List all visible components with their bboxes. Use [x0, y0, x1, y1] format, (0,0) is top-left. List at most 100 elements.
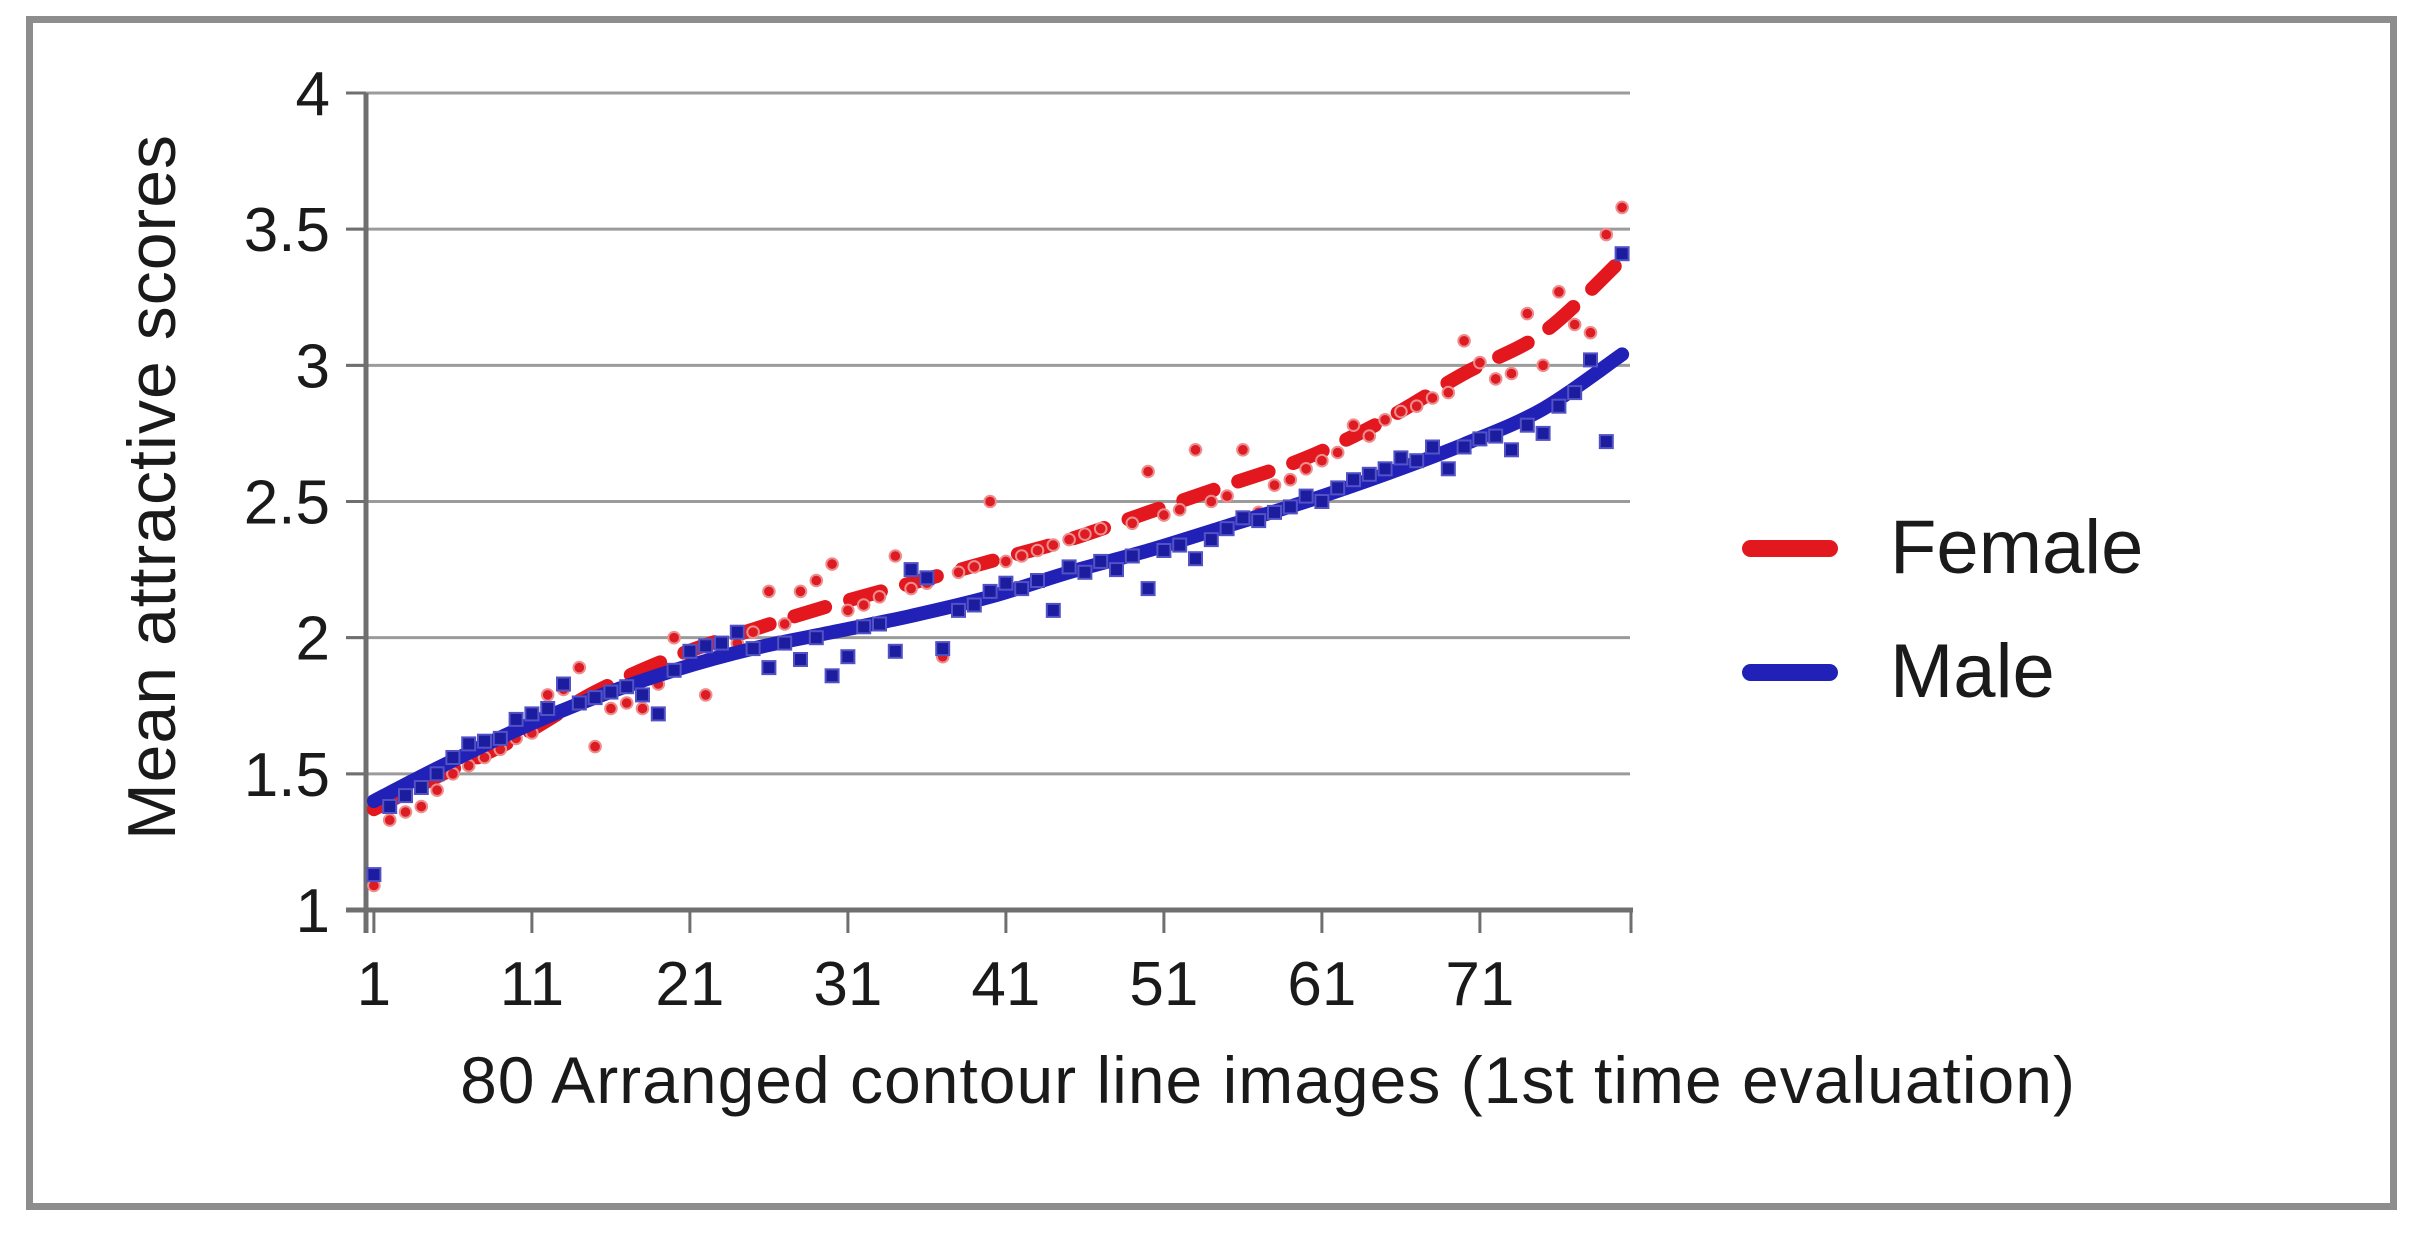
x-axis-title: 80 Arranged contour line images (1st tim…	[460, 1043, 2076, 1117]
female-point	[1552, 285, 1566, 299]
y-tick-label: 2	[296, 605, 330, 674]
female-point	[1062, 532, 1076, 547]
x-tick-label: 11	[500, 950, 564, 1019]
female-point	[1267, 478, 1282, 493]
x-tick-label: 21	[655, 950, 724, 1019]
male-point	[1551, 398, 1567, 414]
male-point	[745, 641, 761, 657]
female-point	[1330, 445, 1345, 460]
male-point	[761, 660, 777, 676]
female-point	[904, 581, 918, 596]
figure-border	[26, 16, 2397, 1210]
female-point	[762, 584, 776, 599]
female-point	[1141, 464, 1155, 479]
male-point	[382, 799, 398, 814]
male-point	[856, 619, 872, 635]
male-point	[793, 652, 808, 667]
male-point	[1314, 494, 1330, 509]
male-point	[824, 668, 840, 684]
male-point	[919, 570, 935, 586]
male-point	[556, 676, 571, 692]
y-tick-label: 2.5	[244, 469, 330, 538]
female-point	[951, 565, 966, 580]
male-point	[1504, 442, 1519, 458]
female-point	[1615, 200, 1629, 215]
male-point	[1456, 439, 1472, 455]
female-point	[825, 557, 839, 571]
male-point	[540, 701, 556, 716]
female-point	[856, 598, 871, 612]
female-point	[1599, 227, 1614, 242]
male-point	[603, 684, 619, 700]
legend-label-female: Female	[1890, 505, 2144, 590]
male-point	[492, 730, 508, 746]
male-point	[1346, 472, 1361, 488]
male-point	[1488, 428, 1504, 444]
x-tick-label: 51	[1129, 950, 1198, 1019]
female-point	[888, 549, 903, 563]
male-point	[887, 643, 903, 659]
female-point	[1583, 325, 1598, 340]
male-point	[966, 597, 982, 613]
male-point	[982, 583, 998, 599]
male-point	[1425, 439, 1440, 455]
male-point	[1045, 602, 1061, 618]
legend-item-male: Male	[1742, 622, 2143, 722]
female-point	[1157, 508, 1171, 522]
female-point	[430, 783, 444, 798]
male-point	[619, 679, 635, 695]
male-point	[903, 562, 919, 578]
female-point	[1172, 502, 1187, 517]
female-point	[667, 630, 681, 645]
male-point	[1093, 553, 1109, 569]
male-point	[398, 788, 413, 804]
female-point	[777, 617, 792, 631]
female-point	[1014, 549, 1029, 563]
female-point	[872, 590, 887, 604]
male-point	[571, 695, 587, 711]
y-tick-label: 4	[296, 60, 330, 129]
female-point	[1188, 443, 1203, 457]
female-point	[1315, 453, 1329, 468]
male-point	[1251, 513, 1267, 529]
male-point	[524, 706, 540, 722]
male-point	[1361, 466, 1377, 482]
male-point	[1188, 551, 1203, 567]
female-point	[1078, 527, 1092, 542]
male-point	[1377, 461, 1393, 477]
male-point	[413, 780, 429, 795]
male-point	[1393, 450, 1409, 466]
female-point	[619, 696, 634, 710]
male-point	[461, 736, 477, 752]
female-point	[540, 688, 555, 702]
male-point	[1440, 461, 1456, 477]
male-point	[1172, 537, 1188, 553]
female-point	[604, 701, 618, 716]
female-point	[588, 739, 602, 754]
male-point	[1156, 543, 1172, 558]
y-tick-label: 3	[296, 332, 330, 401]
female-point	[1093, 521, 1108, 536]
female-point	[793, 584, 808, 599]
female-point	[1394, 404, 1408, 419]
male-point	[1535, 425, 1551, 441]
male-point	[1077, 564, 1093, 580]
male-point	[650, 706, 666, 722]
female-point	[1220, 489, 1234, 503]
female-point	[1409, 399, 1424, 414]
male-point	[935, 641, 951, 657]
male-point	[1298, 488, 1314, 504]
y-tick-label: 3.5	[244, 196, 330, 265]
female-point	[635, 701, 650, 716]
male-point	[445, 750, 461, 765]
male-point	[635, 687, 650, 703]
x-tick-label: 41	[971, 950, 1040, 1019]
male-point	[951, 602, 966, 618]
female-point	[1567, 317, 1582, 332]
male-point	[1219, 521, 1235, 537]
male-point	[1140, 581, 1156, 597]
male-point	[1061, 559, 1077, 575]
female-point	[1283, 472, 1298, 487]
female-point	[1457, 334, 1471, 348]
